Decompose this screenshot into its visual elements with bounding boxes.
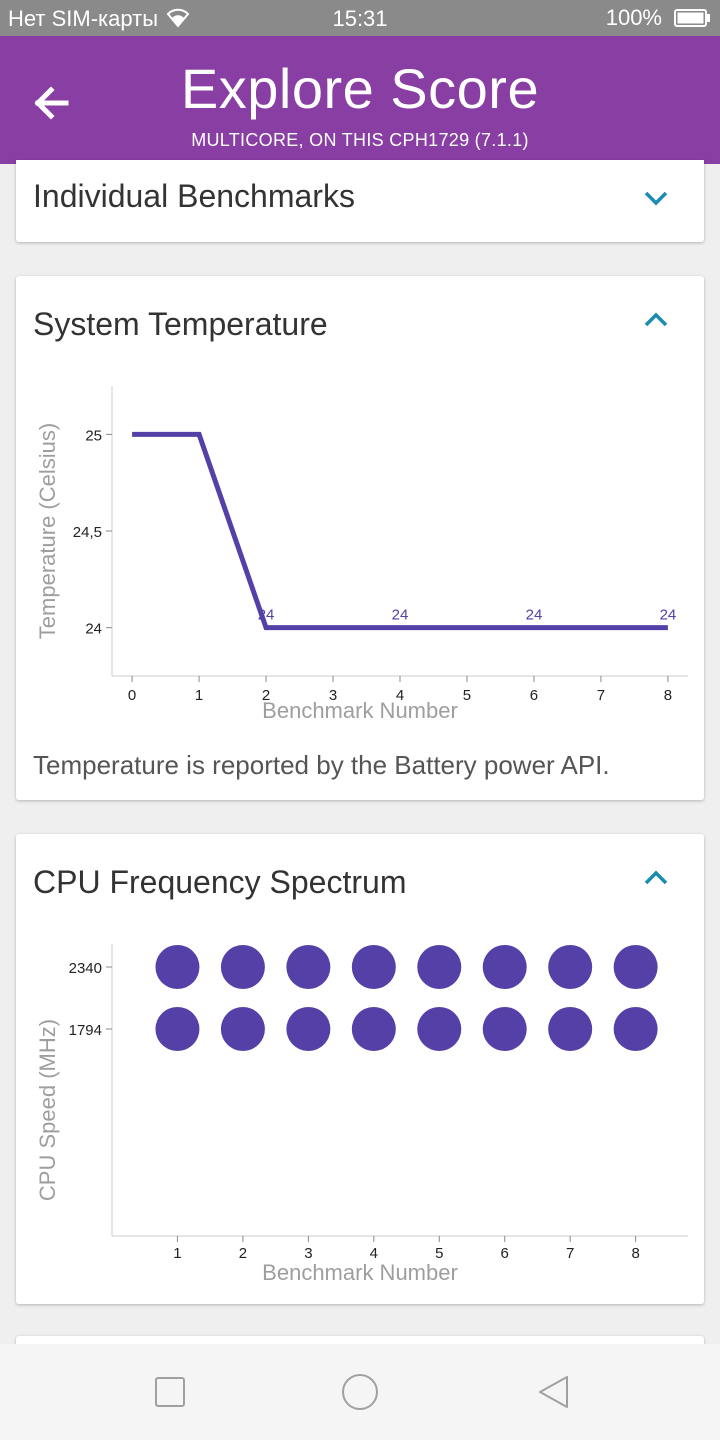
page-subtitle: MULTICORE, ON THIS CPH1729 (7.1.1) (191, 130, 529, 150)
battery-icon (674, 9, 710, 27)
temperature-y-tick-label: 25 (85, 427, 102, 444)
temperature-series-line (132, 431, 668, 631)
temperature-data-label: 24 (258, 607, 275, 624)
temperature-x-tick-label: 8 (664, 687, 672, 704)
temperature-y-axis-label: Temperature (Celsius) (35, 423, 60, 639)
individual-benchmarks-title: Individual Benchmarks (33, 178, 355, 214)
home-icon[interactable] (340, 1372, 380, 1412)
cpu-data-point (220, 1007, 265, 1051)
cpu-x-tick-label: 8 (631, 1245, 639, 1262)
cpu-data-point (155, 1007, 200, 1051)
chevron-up-icon[interactable] (638, 302, 674, 338)
temperature-x-tick-label: 6 (530, 687, 538, 704)
cpu-data-point (286, 1007, 331, 1051)
temperature-x-tick-label: 3 (329, 687, 337, 704)
temperature-x-tick-label: 2 (262, 687, 270, 704)
cpu-data-point (155, 945, 200, 989)
back-triangle-icon[interactable] (534, 1372, 574, 1412)
battery-percent: 100% (605, 5, 662, 30)
clock: 15:31 (332, 6, 388, 31)
cpu-x-axis-label: Benchmark Number (262, 1260, 458, 1285)
cpu-data-point (351, 1007, 396, 1051)
chevron-down-icon[interactable] (638, 180, 674, 216)
individual-benchmarks-card[interactable]: Individual Benchmarks (16, 160, 704, 242)
cpu-frequency-title: CPU Frequency Spectrum (33, 864, 407, 900)
temperature-chart: Temperature (Celsius) Benchmark Number 2… (35, 386, 688, 723)
cpu-y-axis-label: CPU Speed (MHz) (35, 1019, 60, 1201)
cpu-x-tick-label: 2 (239, 1245, 247, 1262)
cpu-data-point (482, 1007, 527, 1051)
recent-apps-icon[interactable] (150, 1372, 190, 1412)
cpu-data-point (417, 945, 462, 989)
temperature-y-tick-label: 24 (85, 621, 102, 638)
cpu-frequency-chart: CPU Speed (MHz) Benchmark Number 2340 179… (35, 944, 688, 1285)
cpu-x-tick-label: 4 (370, 1245, 378, 1262)
back-arrow-icon[interactable] (22, 74, 80, 132)
temperature-data-label: 24 (392, 607, 409, 624)
navigation-bar (0, 1344, 720, 1440)
cpu-data-point (417, 1007, 462, 1051)
cpu-data-point (482, 945, 527, 989)
cpu-y-tick-label: 2340 (69, 960, 102, 977)
cpu-x-tick-label: 1 (173, 1245, 181, 1262)
chevron-up-icon[interactable] (638, 860, 674, 896)
temperature-x-tick-label: 1 (195, 687, 203, 704)
carrier-label: Нет SIM-карты (8, 6, 159, 31)
cpu-data-point (613, 945, 658, 989)
cpu-data-point (220, 945, 265, 989)
cpu-x-tick-label: 6 (501, 1245, 509, 1262)
temperature-data-label: 24 (660, 607, 677, 624)
system-temperature-card: System Temperature Temperature (Celsius)… (16, 276, 704, 800)
temperature-x-tick-label: 7 (597, 687, 605, 704)
cpu-frequency-card: CPU Frequency Spectrum CPU Speed (MHz) B… (16, 834, 704, 1304)
cpu-x-tick-label: 5 (435, 1245, 443, 1262)
wifi-icon (166, 8, 190, 28)
cpu-x-tick-label: 3 (304, 1245, 312, 1262)
temperature-y-tick-label: 24,5 (73, 524, 102, 541)
temperature-x-axis-label: Benchmark Number (262, 698, 458, 723)
temperature-x-tick-label: 5 (463, 687, 471, 704)
app-bar: Explore Score MULTICORE, ON THIS CPH1729… (0, 36, 720, 164)
temperature-note: Temperature is reported by the Battery p… (33, 750, 610, 780)
cpu-data-point (548, 945, 593, 989)
temperature-x-tick-label: 0 (128, 687, 136, 704)
cpu-data-point (548, 1007, 593, 1051)
cpu-data-point (286, 945, 331, 989)
cpu-data-point (613, 1007, 658, 1051)
cpu-x-tick-label: 7 (566, 1245, 574, 1262)
temperature-x-tick-label: 4 (396, 687, 404, 704)
status-bar: Нет SIM-карты 15:31 100% (0, 0, 720, 36)
system-temperature-title: System Temperature (33, 306, 328, 342)
cpu-y-tick-label: 1794 (69, 1022, 102, 1039)
page-title: Explore Score (180, 57, 540, 120)
temperature-data-label: 24 (526, 607, 543, 624)
cpu-data-point (351, 945, 396, 989)
